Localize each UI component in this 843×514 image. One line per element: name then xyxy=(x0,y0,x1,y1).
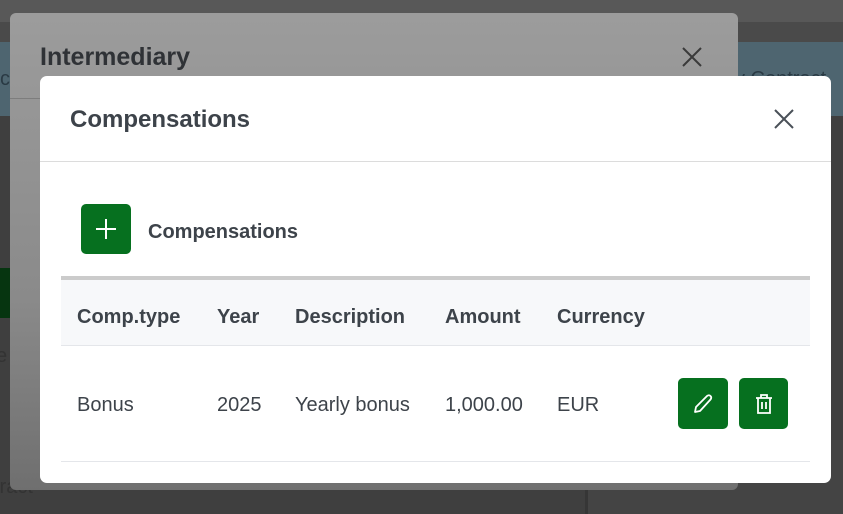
delete-button[interactable] xyxy=(739,378,788,429)
plus-icon xyxy=(96,219,116,239)
column-header: Currency xyxy=(557,306,645,328)
add-compensation-label: Compensations xyxy=(148,221,299,243)
cell-description: Yearly bonus xyxy=(295,394,410,416)
cell-year: 2025 xyxy=(217,394,262,416)
close-icon[interactable] xyxy=(680,45,704,69)
divider xyxy=(40,161,831,162)
edit-button[interactable] xyxy=(678,378,728,429)
pencil-icon xyxy=(694,393,713,413)
background-text: e xyxy=(0,345,8,367)
column-header: Year xyxy=(217,306,260,328)
table-row: Bonus 2025 Yearly bonus 1,000.00 EUR xyxy=(61,346,810,462)
cell-currency: EUR xyxy=(557,394,600,416)
add-compensation-button[interactable] xyxy=(81,204,131,254)
trash-icon xyxy=(755,393,772,414)
column-header: Amount xyxy=(445,306,521,328)
close-icon[interactable] xyxy=(773,108,795,130)
column-header: Comp.type xyxy=(77,306,181,328)
table-header: Comp.type Year Description Amount Curren… xyxy=(61,276,810,346)
modal-title: Compensations xyxy=(70,106,251,133)
compensations-modal: Compensations Compensations Comp.type Ye… xyxy=(40,76,831,483)
background-button xyxy=(0,268,12,318)
column-header: Description xyxy=(295,306,406,328)
cell-comp-type: Bonus xyxy=(77,394,134,416)
intermediary-title: Intermediary xyxy=(40,43,191,71)
compensations-table: Comp.type Year Description Amount Curren… xyxy=(61,276,810,462)
cell-amount: 1,000.00 xyxy=(445,394,523,416)
